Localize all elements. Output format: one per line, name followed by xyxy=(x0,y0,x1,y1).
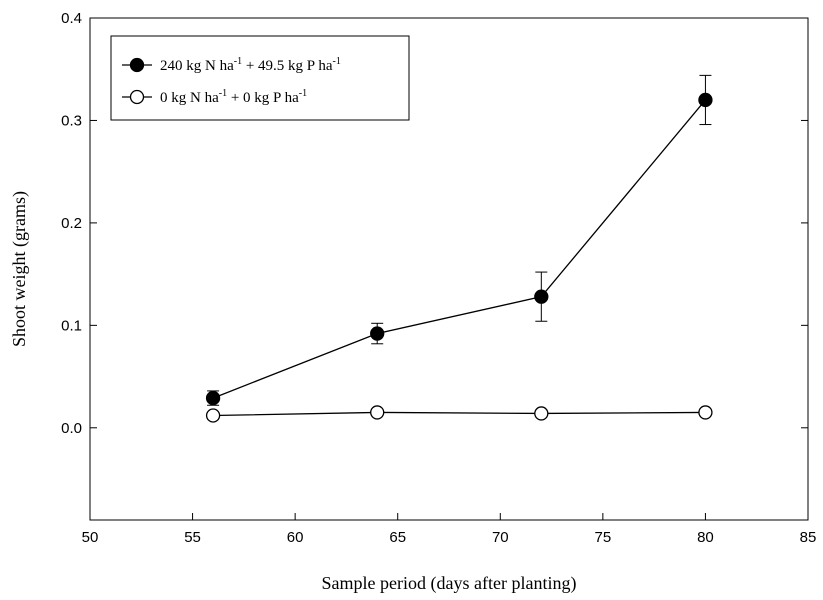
data-point xyxy=(534,289,549,304)
x-tick-label: 70 xyxy=(492,529,509,546)
x-tick-label: 85 xyxy=(800,529,817,546)
legend-label-superscript: -1 xyxy=(299,88,307,99)
y-tick-label: 0.4 xyxy=(61,10,82,27)
x-tick-label: 65 xyxy=(389,529,406,546)
data-point xyxy=(370,405,385,420)
series-1 xyxy=(205,405,713,423)
series-0 xyxy=(205,74,713,406)
legend-label: 240 kg N ha-1 + 49.5 kg P ha-1 xyxy=(160,56,341,74)
x-tick-label: 80 xyxy=(697,529,714,546)
data-point xyxy=(698,405,713,420)
data-point xyxy=(534,406,549,421)
x-tick-label: 75 xyxy=(595,529,612,546)
x-axis-title: Sample period (days after planting) xyxy=(322,573,577,594)
legend-box xyxy=(110,35,410,121)
legend-label-superscript: -1 xyxy=(333,56,341,67)
legend-marker xyxy=(129,57,145,73)
legend-label-part: + 0 kg P ha xyxy=(227,90,299,106)
legend-label-part: 0 kg N ha xyxy=(160,90,219,106)
data-point xyxy=(205,390,221,406)
legend-label: 0 kg N ha-1 + 0 kg P ha-1 xyxy=(160,88,307,106)
y-tick-label: 0.0 xyxy=(61,420,82,437)
data-point xyxy=(370,326,385,341)
x-tick-label: 60 xyxy=(287,529,304,546)
x-tick-label: 50 xyxy=(82,529,99,546)
series-line xyxy=(213,411,706,417)
y-axis-title: Shoot weight (grams) xyxy=(9,191,30,347)
y-tick-label: 0.3 xyxy=(61,112,82,129)
data-point xyxy=(698,92,713,108)
y-tick-label: 0.1 xyxy=(61,317,82,334)
legend-label-part: 240 kg N ha xyxy=(160,58,234,74)
legend: 240 kg N ha-1 + 49.5 kg P ha-10 kg N ha-… xyxy=(110,35,410,121)
series-layer xyxy=(205,74,713,423)
legend-label-superscript: -1 xyxy=(219,88,227,99)
legend-label-part: + 49.5 kg P ha xyxy=(242,58,333,74)
plot-area-frame xyxy=(89,17,809,521)
axis-ticks: 50 55 60 65 70 75 80 85 0.0 0.1 0.2 0.3 0.4 xyxy=(61,10,816,546)
legend-marker xyxy=(129,89,145,105)
series-line xyxy=(212,99,706,399)
y-tick-label: 0.2 xyxy=(61,215,82,232)
x-tick-label: 55 xyxy=(184,529,201,546)
data-point xyxy=(205,408,221,423)
legend-label-superscript: -1 xyxy=(234,56,242,67)
